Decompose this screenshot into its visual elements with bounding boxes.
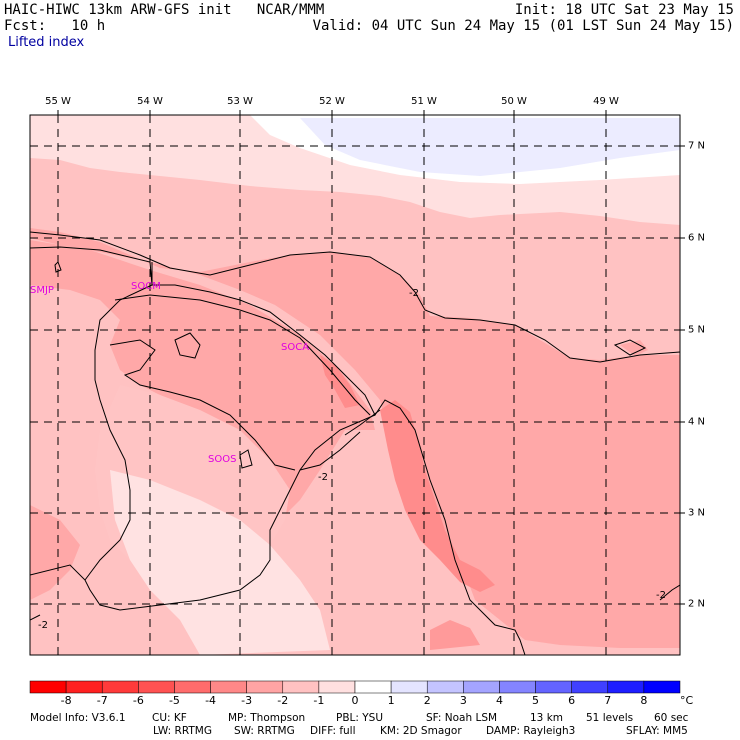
lon-label: 53 W <box>227 96 253 107</box>
colorbar-swatch <box>318 680 356 694</box>
station-label: SOOS <box>208 454 236 465</box>
colorbar-swatch <box>65 680 103 694</box>
shade-band-se-blob <box>620 340 648 356</box>
footer-item: DIFF: full <box>310 725 356 737</box>
colorbar-tick-label: -8 <box>60 694 72 707</box>
shade-band-m4-m3 <box>380 400 495 592</box>
lat-lon-grid <box>30 115 680 655</box>
shade-band-m3-m2-west <box>30 240 375 520</box>
colorbar-swatch <box>390 680 428 694</box>
footer-item: Model Info: V3.6.1 <box>30 712 126 724</box>
footer-item: KM: 2D Smagor <box>380 725 462 737</box>
colorbar-swatch <box>571 680 609 694</box>
colorbar-tick-label: -4 <box>205 694 217 707</box>
station-label: SOCM <box>131 281 161 292</box>
footer-item: CU: KF <box>152 712 187 724</box>
init-time: Init: 18 UTC Sat 23 May 15 <box>514 2 734 18</box>
colorbar-swatch <box>607 680 645 694</box>
field-name: Lifted index <box>8 35 85 50</box>
colorbar-tick-label: -5 <box>168 694 180 707</box>
footer-item: MP: Thompson <box>228 712 306 724</box>
colorbar-tick-label: 1 <box>387 694 395 707</box>
colorbar-tick-label: -6 <box>132 694 144 707</box>
lat-label: 7 N <box>688 140 706 152</box>
colorbar-swatch <box>210 680 247 694</box>
valid-time: Valid: 04 UTC Sun 24 May 15 (01 LST Sun … <box>312 18 734 34</box>
colorbar-swatch <box>138 680 175 694</box>
station-label: SOCA <box>281 342 309 353</box>
colorbar-tick-label: 7 <box>604 694 612 707</box>
lon-label: 54 W <box>137 96 163 107</box>
footer-item: DAMP: Rayleigh3 <box>486 725 576 737</box>
colorbar-swatch <box>246 680 284 694</box>
colorbar <box>29 680 681 694</box>
colorbar-tick-label: 5 <box>532 694 540 707</box>
lon-label: 51 W <box>411 96 437 107</box>
shade-band-sw <box>30 505 80 600</box>
colorbar-swatch <box>463 680 500 694</box>
colorbar-tick-label: 8 <box>640 694 648 707</box>
shade-band-m4-m3-south <box>430 620 480 650</box>
lat-label: 3 N <box>688 507 706 519</box>
colorbar-swatch <box>643 680 681 694</box>
footer-item: 60 sec <box>654 712 689 724</box>
lat-label: 2 N <box>688 598 706 610</box>
map-frame <box>29 114 681 656</box>
footer-item: SFLAY: MM5 <box>626 725 688 737</box>
shade-band-south <box>110 470 330 655</box>
colorbar-tick-label: 2 <box>423 694 431 707</box>
colorbar-tick-label: -7 <box>96 694 108 707</box>
shade-band-m3-m2 <box>30 228 680 648</box>
lat-label: 5 N <box>688 324 706 336</box>
colorbar-swatch <box>101 680 139 694</box>
footer-item: LW: RRTMG <box>153 725 212 737</box>
colorbar-tick-label: 0 <box>351 694 359 707</box>
contour-label: -2 <box>318 472 328 483</box>
colorbar-swatch <box>174 680 211 694</box>
colorbar-tick-label: -3 <box>241 694 253 707</box>
lon-label: 49 W <box>593 96 619 107</box>
footer-item: PBL: YSU <box>336 712 384 724</box>
colorbar-swatch <box>499 680 536 694</box>
lon-label: 55 W <box>45 96 71 107</box>
station-label: SMJP <box>30 285 54 296</box>
map-ticks <box>57 110 685 605</box>
colorbar-swatch <box>282 680 320 694</box>
model-title: HAIC-HIWC 13km ARW-GFS init NCAR/MMM <box>4 2 325 18</box>
footer-item: 51 levels <box>586 712 634 724</box>
colorbar-tick-label: -1 <box>313 694 325 707</box>
lon-label: 50 W <box>501 96 527 107</box>
colorbar-tick-label: 4 <box>495 694 503 707</box>
colorbar-swatch <box>29 680 67 694</box>
colorbar-tick-label: 6 <box>568 694 576 707</box>
colorbar-swatch <box>535 680 572 694</box>
footer-item: SW: RRTMG <box>234 725 295 737</box>
shade-band-1-2 <box>300 118 680 176</box>
forecast-hour: Fcst: 10 h <box>4 18 106 34</box>
colorbar-swatch <box>426 680 464 694</box>
lat-label: 6 N <box>688 232 706 244</box>
contour-label: -2 <box>656 590 666 601</box>
lon-label: 52 W <box>319 96 345 107</box>
colorbar-swatch <box>354 680 392 694</box>
footer-item: 13 km <box>530 712 564 724</box>
colorbar-tick-label: 3 <box>459 694 467 707</box>
lat-label: 4 N <box>688 416 706 428</box>
contour-label: -2 <box>38 620 48 631</box>
colorbar-unit: °C <box>680 694 694 707</box>
coastline <box>30 246 526 655</box>
contour-label: -2 <box>409 288 419 299</box>
colorbar-tick-label: -2 <box>277 694 289 707</box>
footer-item: SF: Noah LSM <box>426 712 498 724</box>
